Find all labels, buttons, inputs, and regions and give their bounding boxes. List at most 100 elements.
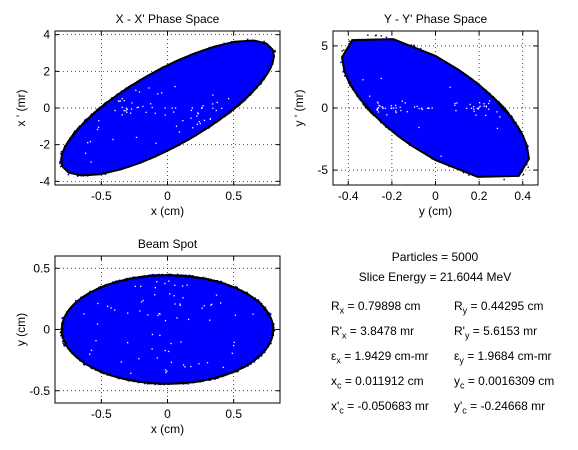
- particle: [76, 301, 79, 304]
- particle: [143, 382, 146, 385]
- stat-value: = 5.6153 mr: [469, 324, 538, 338]
- particle: [137, 278, 139, 280]
- particle: [132, 378, 134, 381]
- particle: [253, 361, 256, 363]
- particle: [230, 370, 232, 372]
- stat-subscript: y: [459, 355, 464, 366]
- particle: [86, 361, 89, 364]
- stat-Rpx: R'x = 3.8478 mr: [331, 324, 414, 342]
- particle-gap: [431, 107, 433, 109]
- particle-gap: [154, 112, 156, 114]
- particle-gap: [202, 105, 204, 107]
- x-axis-label: y (cm): [419, 204, 452, 218]
- y-tick-label: 2: [43, 64, 50, 78]
- stat-subscript: c: [460, 380, 465, 391]
- edge-particle: [503, 178, 505, 181]
- particle: [65, 315, 68, 318]
- particle: [234, 285, 237, 288]
- particle: [228, 286, 231, 288]
- particle: [204, 279, 207, 282]
- plot-spot: -0.5 0 0.5 -0.5 0 0.5 Beam Spot x (cm) y (cm): [14, 237, 281, 436]
- y-tick-label: -4: [39, 174, 50, 188]
- edge-particle: [273, 329, 276, 331]
- particle-gap: [386, 114, 388, 116]
- particle-gap: [158, 313, 160, 315]
- particle: [79, 300, 81, 303]
- particle-gap: [174, 107, 177, 109]
- particle: [62, 342, 65, 344]
- x-tick-label: -0.5: [91, 189, 112, 203]
- particle-gap: [206, 362, 209, 364]
- particle: [99, 109, 101, 111]
- x-tick-label: -0.5: [91, 407, 112, 421]
- particle-gap: [175, 125, 178, 127]
- particle-gap: [119, 100, 122, 102]
- particle-gap: [378, 104, 380, 107]
- stat-symbol: R: [331, 299, 340, 313]
- particle-gap: [479, 105, 481, 107]
- particle: [269, 61, 272, 63]
- particle-gap: [233, 341, 235, 344]
- particle-gap: [137, 106, 139, 108]
- y-tick-label: 0: [43, 323, 50, 337]
- particle-gap: [487, 108, 490, 110]
- particle-gap: [496, 111, 498, 113]
- particle-gap: [150, 103, 152, 105]
- particle-gap: [390, 105, 393, 107]
- y-axis-label: y (cm): [14, 313, 28, 346]
- particle: [185, 276, 188, 278]
- particle-gap: [198, 121, 200, 123]
- particle-gap: [377, 102, 379, 104]
- particle-gap: [203, 119, 206, 122]
- particle-gap: [377, 106, 380, 109]
- edge-particle: [341, 50, 343, 52]
- particle: [102, 286, 105, 289]
- particle: [61, 317, 63, 319]
- particle-gap: [196, 115, 198, 117]
- particle-gap: [164, 114, 166, 116]
- particle-gap: [114, 309, 116, 311]
- particle: [123, 91, 125, 93]
- particle: [153, 381, 156, 383]
- particle-gap: [228, 98, 230, 100]
- stat-symbol: x': [331, 399, 340, 413]
- y-tick-label: 5: [321, 39, 328, 53]
- particle: [67, 173, 70, 176]
- particle-gap: [421, 107, 423, 109]
- particle: [269, 331, 272, 333]
- edge-particle: [260, 302, 263, 305]
- particle-gap: [418, 107, 420, 110]
- particle-gap: [196, 123, 198, 125]
- particle: [77, 355, 80, 357]
- particle-distribution: [342, 39, 529, 177]
- particle: [243, 97, 246, 99]
- particle: [377, 116, 380, 119]
- particle: [142, 277, 144, 280]
- particle-gap: [174, 284, 176, 286]
- particle-gap: [376, 101, 379, 103]
- particle-gap: [201, 106, 203, 109]
- particle-gap: [169, 293, 171, 295]
- edge-particle: [374, 34, 377, 37]
- x-tick-label: 0.2: [471, 189, 488, 203]
- stat-subscript: c: [337, 380, 342, 391]
- particle-gap: [416, 105, 418, 108]
- particle: [63, 344, 65, 346]
- particle-gap: [418, 126, 420, 129]
- particle-gap: [131, 102, 133, 104]
- particle: [246, 38, 249, 41]
- particle: [413, 45, 416, 48]
- particle-gap: [469, 103, 471, 106]
- particle-gap: [120, 361, 123, 363]
- particle-gap: [395, 107, 397, 109]
- particle: [175, 381, 178, 384]
- particle: [104, 173, 107, 175]
- stat-Rx: Rx = 0.79898 cm: [331, 299, 421, 317]
- edge-particle: [59, 331, 62, 334]
- particle: [90, 364, 92, 366]
- particle: [362, 99, 365, 102]
- edge-particle: [522, 173, 525, 176]
- particle-gap: [209, 118, 211, 120]
- particle-gap: [190, 109, 193, 112]
- edge-particle: [63, 322, 65, 324]
